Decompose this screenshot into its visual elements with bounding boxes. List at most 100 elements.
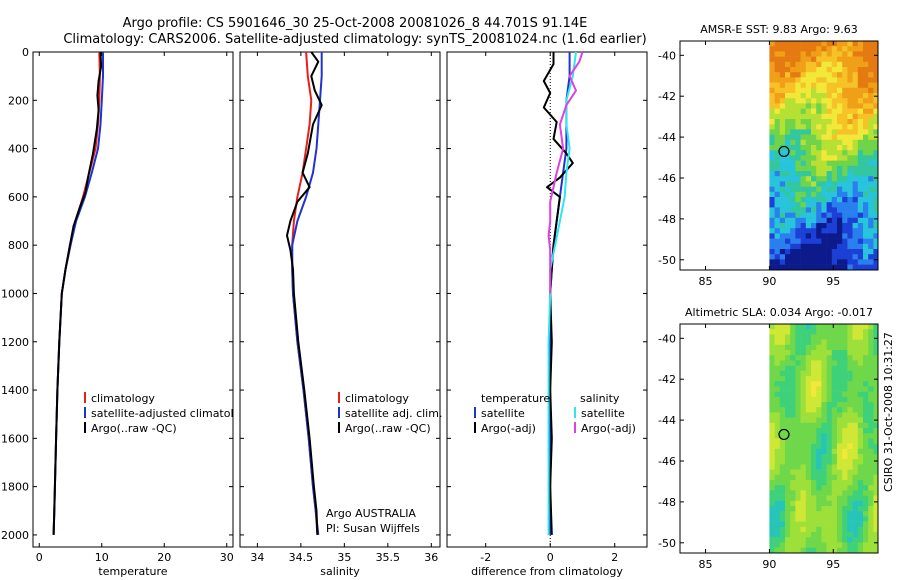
sst_map-cell xyxy=(873,98,878,104)
sst_map-cell xyxy=(785,93,791,99)
sla_map-cell xyxy=(774,355,781,361)
sla_map-cell xyxy=(779,412,786,418)
sla_map-cell xyxy=(785,542,791,548)
chart-panels: 0 10 20 30020040060080010001200140016001800… xyxy=(1,23,879,578)
sst_map-cell xyxy=(790,207,796,213)
sla_map-cell xyxy=(774,334,781,340)
sst_map-cell xyxy=(873,264,878,270)
sla_map-cell xyxy=(769,376,775,382)
sst_map-cell xyxy=(790,56,796,63)
sla_map-cell xyxy=(821,490,827,496)
sla_map-cell xyxy=(842,500,848,507)
sst_map-cell xyxy=(811,254,817,260)
sst_map-cell xyxy=(800,67,807,73)
sla_map-cell xyxy=(811,506,817,512)
sla_map-cell xyxy=(800,402,807,408)
sst_map-cell xyxy=(811,51,817,57)
sst_map-cell xyxy=(795,77,801,83)
sla_map-cell xyxy=(847,464,853,470)
sla_map-cell xyxy=(785,391,791,398)
sla_map-cell xyxy=(826,365,833,372)
sla_map-cell xyxy=(863,360,869,366)
sla_map-cell xyxy=(863,433,869,439)
sst_map-cell xyxy=(831,139,838,146)
sst_map-cell xyxy=(831,191,838,198)
float-owner-annotation: Argo AUSTRALIA xyxy=(326,507,416,520)
sla_map-cell xyxy=(800,428,807,434)
sst_map-cell xyxy=(831,228,838,234)
sst_map-cell xyxy=(795,191,801,198)
sst_map-cell xyxy=(852,41,859,47)
sst_map-cell xyxy=(795,233,801,239)
sst_map-cell xyxy=(873,119,878,125)
sla_map-cell xyxy=(795,448,801,455)
sst_map-cell xyxy=(837,82,843,89)
sst_map-cell xyxy=(873,197,878,203)
sst_map-cell xyxy=(857,129,864,135)
sla_map-ytick-label: -50 xyxy=(658,537,676,550)
sst_map-cell xyxy=(811,212,817,219)
sla_map-cell xyxy=(785,417,791,424)
sst_map-cell xyxy=(826,233,833,239)
sst_map-cell xyxy=(826,160,833,167)
sst_map-cell xyxy=(831,217,838,224)
sst_map-cell xyxy=(842,160,848,167)
sla_map-cell xyxy=(774,500,781,507)
sst_map-cell xyxy=(795,98,801,104)
sst_map-cell xyxy=(868,207,874,213)
sst_map-cell xyxy=(795,186,801,193)
sla_map-cell xyxy=(800,448,807,455)
sst_map-cell xyxy=(831,103,838,109)
sst_map-cell xyxy=(842,98,848,104)
sst_map-cell xyxy=(863,108,869,115)
sla_map-cell xyxy=(811,402,817,408)
sla_map-cell xyxy=(873,521,878,528)
sst_map-cell xyxy=(800,119,807,125)
sst_map-cell xyxy=(842,119,848,125)
sst_map-cell xyxy=(774,264,781,270)
sst_map-cell xyxy=(800,228,807,234)
sla_map-cell xyxy=(863,485,869,491)
sst_map-cell xyxy=(769,186,775,193)
sla_map-cell xyxy=(837,485,843,491)
sla_map-cell xyxy=(831,521,838,528)
sst_map-cell xyxy=(852,233,859,239)
sla_map-cell xyxy=(785,469,791,476)
sst_map-cell xyxy=(816,160,822,167)
sla_map-cell xyxy=(795,454,801,460)
sla_map-cell xyxy=(842,417,848,424)
sla_map-cell xyxy=(790,495,796,502)
sla_map-cell xyxy=(863,329,869,335)
temperature-xlabel: temperature xyxy=(98,565,167,578)
sst_map-cell xyxy=(857,67,864,73)
sla_map-cell xyxy=(800,438,807,444)
sla_map-cell xyxy=(831,417,838,424)
sla_map-cell xyxy=(826,454,833,460)
sla_map-cell xyxy=(842,412,848,418)
sla_map-cell xyxy=(837,402,843,408)
sla_map-cell xyxy=(868,506,874,512)
temperature-xtick-label: 0 xyxy=(36,551,43,564)
sla_map-cell xyxy=(800,370,807,377)
sla_map-cell xyxy=(831,360,838,366)
sst_map-ytick-label: -48 xyxy=(658,213,676,226)
sst_map-cell xyxy=(847,264,853,270)
sla_map-cell xyxy=(837,381,843,387)
sla_map-cell xyxy=(805,402,812,408)
sla_map-cell xyxy=(847,433,853,439)
sst_map-cell xyxy=(847,150,853,156)
sla_map-cell xyxy=(868,360,874,366)
sst_map-cell xyxy=(785,202,791,208)
sla_map-cell xyxy=(816,376,822,382)
sst_map-cell xyxy=(863,176,869,182)
sst_map-cell xyxy=(805,181,812,187)
sla_map-cell xyxy=(847,542,853,548)
sla_map-cell xyxy=(769,542,775,548)
sla_map-cell xyxy=(852,407,859,413)
sst_map-cell xyxy=(774,212,781,219)
sla_map-cell xyxy=(805,370,812,377)
sla_map-cell xyxy=(868,396,874,403)
sst_map-cell xyxy=(795,108,801,115)
sla_map-cell xyxy=(826,459,833,465)
sla_map-cell xyxy=(847,339,853,346)
